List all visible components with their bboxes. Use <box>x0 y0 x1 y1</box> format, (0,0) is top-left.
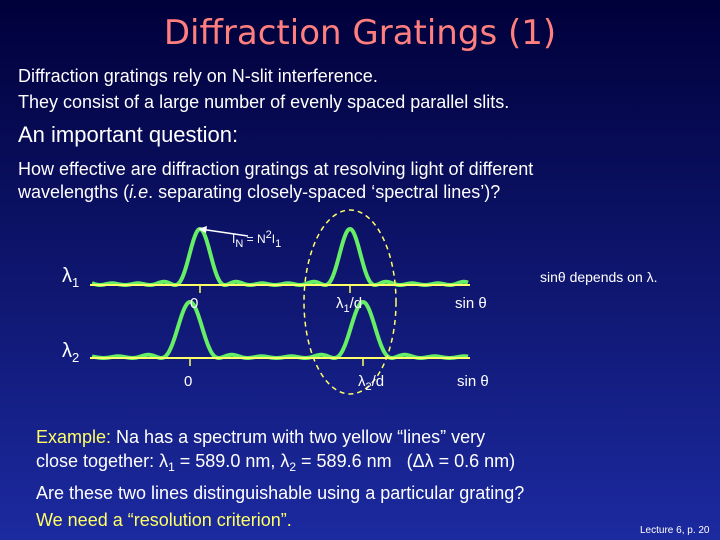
text: I <box>272 232 275 246</box>
text: 1 <box>72 275 79 290</box>
text: 1 <box>168 460 175 474</box>
footer: Lecture 6, p. 20 <box>640 525 710 536</box>
axis-label: sin θ <box>457 373 489 390</box>
arrow-head <box>198 226 207 233</box>
tick-label: λ1/d <box>336 295 362 315</box>
text: λ <box>62 340 72 362</box>
example-line: Example: Na has a spectrum with two yell… <box>36 427 485 447</box>
text: λ <box>358 373 366 390</box>
tick-label: 0 <box>184 373 192 390</box>
text: 2 <box>366 381 372 393</box>
text: λ <box>336 295 344 312</box>
lambda-label: λ2 <box>62 340 79 365</box>
intro-line: Diffraction gratings rely on N-slit inte… <box>18 66 378 86</box>
text: . separating closely-spaced ‘spectral li… <box>148 182 500 202</box>
text: /d <box>350 295 363 312</box>
text: = N <box>243 232 265 246</box>
text: 1 <box>275 238 281 250</box>
note: sinθ depends on λ. <box>540 269 658 285</box>
arrow <box>199 228 249 237</box>
text: Na has a spectrum with two yellow “lines… <box>111 427 485 447</box>
text: = 589.6 nm ( <box>296 451 413 471</box>
text: λ <box>159 451 168 471</box>
text: = 589.0 nm, <box>175 451 281 471</box>
text: 2 <box>289 460 296 474</box>
text: 2 <box>266 229 272 241</box>
closing-line: Are these two lines distinguishable usin… <box>36 483 524 503</box>
peak-label: IN = N2I1 <box>232 229 281 250</box>
text: N <box>235 238 243 250</box>
text: /d <box>372 373 385 390</box>
text: Example: <box>36 427 111 447</box>
question-line: How effective are diffraction gratings a… <box>18 159 533 179</box>
example-line: close together: λ1 = 589.0 nm, λ2 = 589.… <box>36 451 515 474</box>
text: 2 <box>72 350 79 365</box>
text: = 0.6 nm) <box>434 451 516 471</box>
tick-label: 0 <box>190 295 198 312</box>
text: I <box>232 232 235 246</box>
text: close together: <box>36 451 159 471</box>
lambda-label: λ1 <box>62 265 79 290</box>
closing-line: We need a “resolution criterion”. <box>36 510 292 530</box>
heading: An important question: <box>18 122 238 147</box>
diagram: IN = N2I1 sinθ depends on λ. λ1 λ2 0 λ1/… <box>62 209 658 395</box>
title: Diffraction Gratings (1) <box>164 13 556 53</box>
tick-label: λ2/d <box>358 373 384 393</box>
axis-label: sin θ <box>455 295 487 312</box>
text: Δλ <box>413 451 434 471</box>
text: 1 <box>344 303 350 315</box>
question-line: wavelengths (i.e. separating closely-spa… <box>17 182 500 202</box>
text: i.e <box>129 182 148 202</box>
intro-line: They consist of a large number of evenly… <box>18 92 509 112</box>
highlight-ellipse <box>303 209 397 395</box>
text: λ <box>62 265 72 287</box>
text: wavelengths ( <box>17 182 129 202</box>
text: λ <box>280 451 289 471</box>
